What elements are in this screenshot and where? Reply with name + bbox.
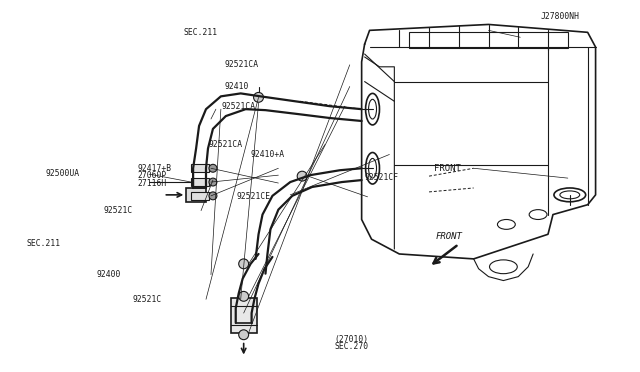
- Text: 92400: 92400: [97, 270, 121, 279]
- Text: FRONT: FRONT: [434, 164, 461, 173]
- Bar: [191, 192, 209, 200]
- Text: 92417+B: 92417+B: [138, 164, 172, 173]
- Circle shape: [239, 291, 248, 301]
- Bar: [191, 178, 209, 186]
- Text: 92410+A: 92410+A: [250, 150, 284, 159]
- Text: (27010): (27010): [335, 335, 369, 344]
- Text: SEC.270: SEC.270: [335, 342, 369, 351]
- Bar: [191, 164, 209, 172]
- Circle shape: [253, 92, 264, 102]
- Text: 92410: 92410: [225, 82, 249, 91]
- Text: 27060P: 27060P: [138, 171, 167, 180]
- Circle shape: [209, 178, 217, 186]
- Circle shape: [209, 164, 217, 172]
- Text: 27116H: 27116H: [138, 179, 167, 187]
- Text: 92521CA: 92521CA: [225, 60, 259, 69]
- Text: SEC.211: SEC.211: [184, 28, 218, 37]
- Bar: [186, 188, 206, 202]
- Text: FRONT: FRONT: [436, 232, 463, 241]
- Text: 92521CE: 92521CE: [236, 192, 270, 202]
- Text: 92500UA: 92500UA: [46, 169, 80, 179]
- Text: 92521CA: 92521CA: [209, 141, 243, 150]
- Circle shape: [209, 192, 217, 200]
- Circle shape: [239, 330, 248, 340]
- Text: J27800NH: J27800NH: [541, 12, 580, 21]
- Bar: [409, 32, 568, 48]
- Text: 92521C: 92521C: [103, 206, 132, 215]
- Circle shape: [239, 259, 248, 269]
- Text: 92521C: 92521C: [133, 295, 162, 304]
- Bar: [231, 298, 257, 333]
- Text: 92521CA: 92521CA: [221, 102, 256, 111]
- Text: 92521CF: 92521CF: [364, 173, 399, 182]
- Circle shape: [297, 171, 307, 181]
- Text: SEC.211: SEC.211: [27, 239, 61, 248]
